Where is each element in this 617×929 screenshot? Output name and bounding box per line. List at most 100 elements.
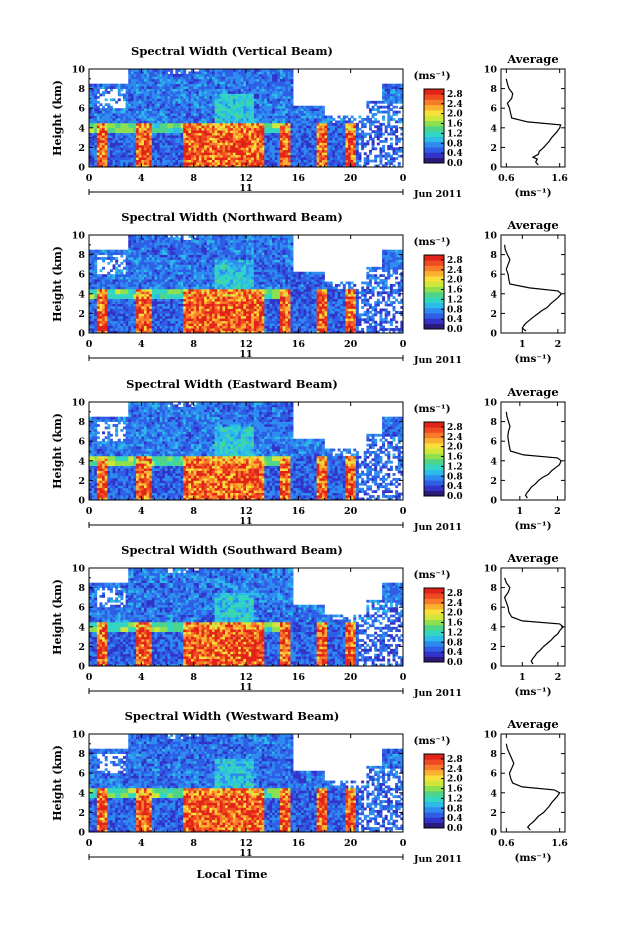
heatmap-cell (262, 152, 265, 155)
heatmap-cell (99, 84, 102, 87)
heatmap-cell (311, 150, 314, 153)
heatmap-cell (126, 255, 129, 258)
heatmap-cell (99, 145, 102, 148)
heatmap-cell (139, 274, 142, 277)
heatmap-cell (120, 84, 123, 87)
heatmap-cell (272, 133, 275, 136)
heatmap-cell (133, 311, 136, 314)
heatmap-cell (154, 328, 157, 331)
heatmap-cell (228, 125, 231, 128)
heatmap-cell (191, 98, 194, 101)
heatmap-cell (131, 264, 134, 267)
heatmap-cell (280, 157, 283, 160)
heatmap-cell (131, 143, 134, 146)
heatmap-cell (92, 84, 95, 87)
heatmap-cell (314, 143, 317, 146)
heatmap-cell (338, 140, 341, 143)
heatmap-cell (149, 277, 152, 280)
heatmap-cell (238, 118, 241, 121)
heatmap-cell (105, 98, 108, 101)
heatmap-cell (267, 113, 270, 116)
heatmap-cell (217, 130, 220, 133)
heatmap-cell (283, 130, 286, 133)
heatmap-cell (120, 311, 123, 314)
heatmap-cell (296, 116, 299, 119)
heatmap-cell (233, 125, 236, 128)
heatmap-cell (194, 133, 197, 136)
heatmap-cell (115, 155, 118, 158)
heatmap-cell (311, 157, 314, 160)
heatmap-cell (220, 125, 223, 128)
heatmap-cell (128, 76, 131, 79)
heatmap-cell (280, 84, 283, 87)
heatmap-cell (194, 123, 197, 126)
heatmap-cell (120, 289, 123, 292)
heatmap-cell (288, 71, 291, 74)
heatmap-cell (118, 313, 121, 316)
heatmap-cell (152, 108, 155, 111)
heatmap-cell (199, 133, 202, 136)
heatmap-cell (398, 138, 401, 141)
heatmap-cell (207, 157, 210, 160)
heatmap-cell (154, 255, 157, 258)
heatmap-cell (149, 301, 152, 304)
heatmap-cell (209, 96, 212, 99)
heatmap-cell (154, 240, 157, 243)
heatmap-cell (136, 135, 139, 138)
heatmap-cell (215, 81, 218, 84)
heatmap-cell (178, 81, 181, 84)
heatmap-cell (147, 143, 150, 146)
heatmap-cell (285, 140, 288, 143)
heatmap-cell (160, 128, 163, 131)
heatmap-cell (165, 71, 168, 74)
heatmap-cell (173, 140, 176, 143)
heatmap-cell (288, 101, 291, 104)
heatmap-cell (188, 81, 191, 84)
heatmap-cell (275, 133, 278, 136)
heatmap-cell (128, 157, 131, 160)
heatmap-cell (157, 120, 160, 123)
heatmap-cell (395, 150, 398, 153)
heatmap-cell (147, 81, 150, 84)
heatmap-cell (160, 113, 163, 116)
heatmap-cell (251, 98, 254, 101)
heatmap-cell (272, 145, 275, 148)
heatmap-cell (160, 299, 163, 302)
heatmap-cell (170, 89, 173, 92)
heatmap-cell (152, 103, 155, 106)
heatmap-cell (241, 133, 244, 136)
heatmap-cell (366, 106, 369, 109)
heatmap-cell (204, 123, 207, 126)
heatmap-cell (264, 76, 267, 79)
heatmap-cell (131, 96, 134, 99)
heatmap-cell (293, 130, 296, 133)
heatmap-cell (183, 108, 186, 111)
heatmap-cell (285, 145, 288, 148)
heatmap-cell (107, 140, 110, 143)
heatmap-cell (330, 147, 333, 150)
heatmap-cell (285, 71, 288, 74)
heatmap-cell (123, 279, 126, 282)
heatmap-cell (207, 135, 210, 138)
heatmap-cell (275, 155, 278, 158)
heatmap-cell (212, 116, 215, 119)
heatmap-cell (254, 76, 257, 79)
heatmap-cell (238, 89, 241, 92)
heatmap-cell (115, 294, 118, 297)
heatmap-cell (199, 94, 202, 97)
heatmap-cell (345, 120, 348, 123)
heatmap-cell (283, 147, 286, 150)
heatmap-cell (233, 147, 236, 150)
heatmap-cell (139, 128, 142, 131)
heatmap-cell (249, 79, 252, 82)
heatmap-cell (144, 103, 147, 106)
heatmap-cell (160, 264, 163, 267)
heatmap-cell (246, 84, 249, 87)
heatmap-cell (236, 133, 239, 136)
heatmap-cell (94, 321, 97, 324)
heatmap-cell (285, 94, 288, 97)
heatmap-cell (94, 272, 97, 275)
heatmap-cell (170, 76, 173, 79)
heatmap-cell (173, 157, 176, 160)
heatmap-cell (139, 91, 142, 94)
